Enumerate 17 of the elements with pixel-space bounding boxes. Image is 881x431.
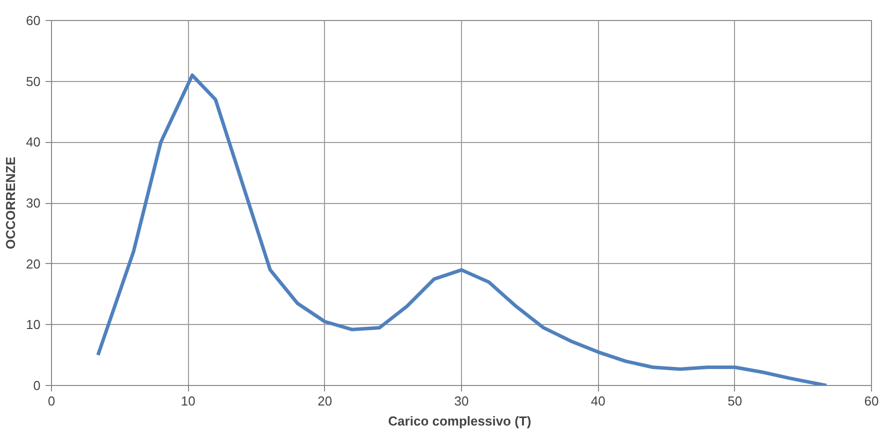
x-tick-label: 30	[454, 394, 469, 408]
x-tick-label: 60	[864, 394, 879, 408]
x-tick-label: 20	[318, 394, 332, 408]
x-tick-label: 0	[48, 394, 56, 408]
x-tick-label: 10	[180, 394, 196, 408]
y-tick-label: 20	[26, 256, 41, 272]
y-axis-title: OCCORRENZE	[3, 156, 18, 250]
y-tick-label: 50	[26, 74, 41, 89]
x-tick-label: 40	[590, 394, 606, 408]
y-tick-label: 10	[26, 317, 41, 332]
y-tick-label: 0	[33, 378, 41, 393]
line-series	[96, 74, 828, 386]
y-tick-label: 40	[26, 134, 41, 150]
y-tick-label: 60	[26, 13, 41, 28]
x-tick-label: 50	[728, 394, 742, 408]
x-axis-title: Carico complessivo (T)	[388, 414, 532, 428]
y-tick-label: 30	[26, 196, 41, 210]
